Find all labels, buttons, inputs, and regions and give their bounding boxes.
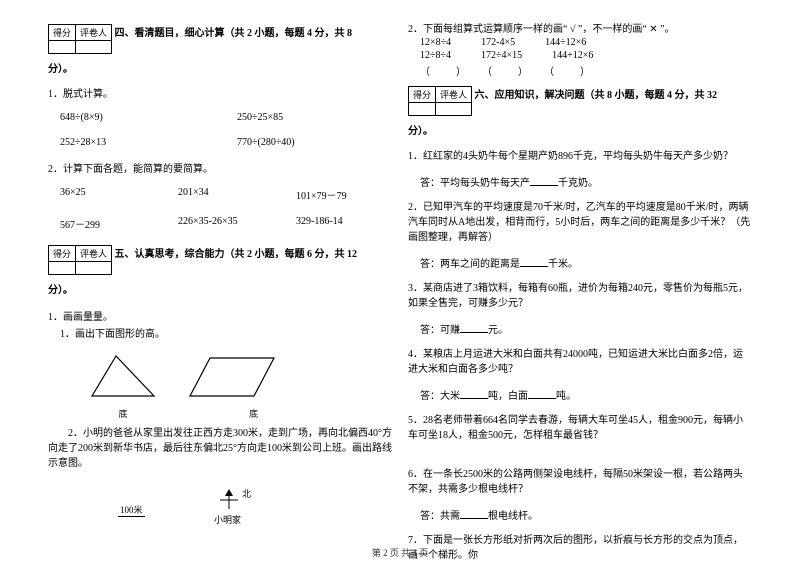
grader-cell: 评卷人	[436, 87, 472, 103]
base-label: 底	[88, 407, 158, 420]
section-5-tail: 分）。	[48, 283, 392, 298]
shapes-row: 底 底	[48, 352, 392, 420]
home-label: 小明家	[214, 513, 241, 526]
score-box-5: 得分 评卷人	[48, 245, 112, 275]
score-cell: 得分	[49, 246, 76, 262]
q6-6: 6．在一条长2500米的公路两侧架设电线杆，每隔50米架设一根，若公路两头不架，…	[408, 467, 752, 497]
left-column: 得分 评卷人 四、看清题目，细心计算（共 2 小题，每题 4 分，共 8 分）。…	[48, 20, 392, 573]
q6-2: 2．已知甲汽车的平均速度是70千米/时，乙汽车的平均速度是80千米/时，两辆汽车…	[408, 200, 752, 245]
section-6-tail: 分）。	[408, 124, 752, 139]
a6-6: 答：共需根电线杆。	[408, 507, 752, 523]
rt-row2: 12÷8÷4 172÷4×15 144+12×6	[408, 50, 752, 61]
score-cell: 得分	[409, 87, 436, 103]
a6-3: 答：可赚元。	[408, 321, 752, 337]
score-box-6: 得分 评卷人	[408, 86, 472, 116]
a6-1: 答：平均每头奶牛每天产千克奶。	[408, 174, 752, 190]
q6-3: 3．某商店进了3箱饮料，每箱有60瓶，进价为每箱240元，零售价为每瓶5元，如果…	[408, 281, 752, 311]
expr: 201×34	[178, 187, 274, 202]
expr: 648÷(8×9)	[60, 112, 215, 123]
grader-cell: 评卷人	[76, 246, 112, 262]
calc-row-2: 252÷28×13 770÷(280÷40)	[48, 137, 392, 148]
expr: 101×79－79	[296, 187, 392, 202]
q4-2: 2．计算下面各题，能简算的要简算。	[48, 162, 392, 177]
parallelogram-icon	[188, 352, 278, 407]
q6-1: 1．红红家的4头奶牛每个星期产奶896千克，平均每头奶牛每天产多少奶？	[408, 149, 752, 164]
section-4-header: 得分 评卷人 四、看清题目，细心计算（共 2 小题，每题 4 分，共 8	[48, 24, 392, 58]
expr: 329-186-14	[296, 216, 392, 231]
section-4-tail: 分）。	[48, 62, 392, 77]
score-box-4: 得分 评卷人	[48, 24, 112, 54]
section-5-title: 五、认真思考，综合能力（共 2 小题，每题 6 分，共 12	[115, 249, 358, 260]
rt-row1: 12×8÷4 172-4×5 144÷12×6	[408, 37, 752, 48]
base-label-2: 底	[188, 407, 278, 420]
expr: 252÷28×13	[60, 137, 215, 148]
rt-q2: 2．下面每组算式运算顺序一样的画“ √ ”，不一样的画“ ✕ ”。	[408, 20, 752, 35]
triangle-icon	[88, 352, 158, 407]
a6-4: 答：大米吨，白面吨。	[408, 387, 752, 403]
rt-parens: （ ） （ ） （ ）	[408, 63, 752, 78]
section-5-header: 得分 评卷人 五、认真思考，综合能力（共 2 小题，每题 6 分，共 12	[48, 245, 392, 279]
expr: 226×35-26×35	[178, 216, 274, 231]
triangle-shape: 底	[88, 352, 158, 420]
calc-row-4: 567－299 226×35-26×35 329-186-14	[48, 216, 392, 231]
north-label: 北	[242, 487, 251, 500]
q6-4: 4．某粮店上月运进大米和白面共有24000吨，已知运进大米比白面多2倍，运进大米…	[408, 347, 752, 377]
section-6-title: 六、应用知识，解决问题（共 8 小题，每题 4 分，共 32	[475, 90, 718, 101]
grader-cell: 评卷人	[76, 25, 112, 41]
expr: 567－299	[60, 216, 156, 231]
parallelogram-shape: 底	[188, 352, 278, 420]
q6-5: 5．28名老师带着664名同学去春游，每辆大车可坐45人，租金900元，每辆小车…	[408, 413, 752, 443]
expr: 770÷(280÷40)	[237, 137, 392, 148]
expr: 172-4×5	[481, 37, 515, 48]
expr: 36×25	[60, 187, 156, 202]
expr: 144÷12×6	[545, 37, 586, 48]
q5-1: 1．画画量量。	[48, 308, 392, 323]
expr: 144+12×6	[552, 50, 593, 61]
section-6-header: 得分 评卷人 六、应用知识，解决问题（共 8 小题，每题 4 分，共 32	[408, 86, 752, 120]
compass	[218, 489, 240, 511]
page-footer: 第 2 页 共 4 页	[0, 546, 800, 559]
expr: 172÷4×15	[481, 50, 522, 61]
expr: 12÷8÷4	[420, 50, 451, 61]
right-column: 2．下面每组算式运算顺序一样的画“ √ ”，不一样的画“ ✕ ”。 12×8÷4…	[408, 20, 752, 573]
calc-row-1: 648÷(8×9) 250÷25×85	[48, 112, 392, 123]
section-4-title: 四、看清题目，细心计算（共 2 小题，每题 4 分，共 8	[115, 28, 353, 39]
q5-2: 2．小明的爸爸从家里出发往正西方走300米，走到广场，再向北偏西40°方向走了2…	[48, 426, 392, 471]
map-area: 100米 小明家 北	[48, 481, 392, 537]
calc-row-3: 36×25 201×34 101×79－79	[48, 187, 392, 202]
expr: 250÷25×85	[237, 112, 392, 123]
q5-1a: 1．画出下面图形的高。	[48, 327, 392, 342]
compass-icon	[218, 489, 240, 511]
score-cell: 得分	[49, 25, 76, 41]
a6-2: 答：两车之间的距离是千米。	[408, 255, 752, 271]
scale-label: 100米	[118, 503, 145, 517]
expr: 12×8÷4	[420, 37, 451, 48]
q4-1: 1．脱式计算。	[48, 87, 392, 102]
